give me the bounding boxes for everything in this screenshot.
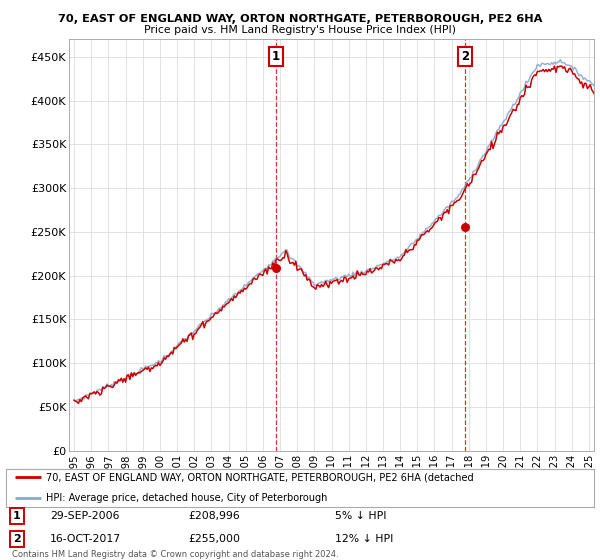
Text: 29-SEP-2006: 29-SEP-2006 bbox=[50, 511, 119, 521]
Text: 70, EAST OF ENGLAND WAY, ORTON NORTHGATE, PETERBOROUGH, PE2 6HA: 70, EAST OF ENGLAND WAY, ORTON NORTHGATE… bbox=[58, 14, 542, 24]
Text: Contains HM Land Registry data © Crown copyright and database right 2024.
This d: Contains HM Land Registry data © Crown c… bbox=[12, 550, 338, 560]
Text: 70, EAST OF ENGLAND WAY, ORTON NORTHGATE, PETERBOROUGH, PE2 6HA (detached: 70, EAST OF ENGLAND WAY, ORTON NORTHGATE… bbox=[46, 472, 473, 482]
Text: 12% ↓ HPI: 12% ↓ HPI bbox=[335, 534, 394, 544]
Text: £255,000: £255,000 bbox=[188, 534, 240, 544]
Text: 1: 1 bbox=[13, 511, 20, 521]
Text: 5% ↓ HPI: 5% ↓ HPI bbox=[335, 511, 387, 521]
Text: 16-OCT-2017: 16-OCT-2017 bbox=[50, 534, 121, 544]
Text: 1: 1 bbox=[272, 50, 280, 63]
Text: 2: 2 bbox=[461, 50, 469, 63]
Text: £208,996: £208,996 bbox=[188, 511, 240, 521]
Text: HPI: Average price, detached house, City of Peterborough: HPI: Average price, detached house, City… bbox=[46, 493, 328, 503]
Text: Price paid vs. HM Land Registry's House Price Index (HPI): Price paid vs. HM Land Registry's House … bbox=[144, 25, 456, 35]
Text: 2: 2 bbox=[13, 534, 20, 544]
